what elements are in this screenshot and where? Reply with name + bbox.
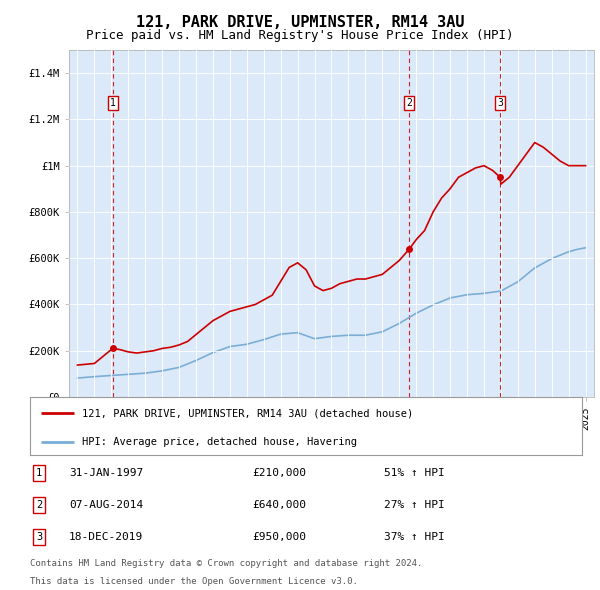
Text: 07-AUG-2014: 07-AUG-2014 bbox=[69, 500, 143, 510]
Text: 1: 1 bbox=[36, 468, 42, 478]
Text: £210,000: £210,000 bbox=[252, 468, 306, 478]
Text: 3: 3 bbox=[36, 532, 42, 542]
Text: 121, PARK DRIVE, UPMINSTER, RM14 3AU (detached house): 121, PARK DRIVE, UPMINSTER, RM14 3AU (de… bbox=[82, 408, 413, 418]
Text: Contains HM Land Registry data © Crown copyright and database right 2024.: Contains HM Land Registry data © Crown c… bbox=[30, 559, 422, 568]
Text: £640,000: £640,000 bbox=[252, 500, 306, 510]
Text: 2: 2 bbox=[36, 500, 42, 510]
Text: HPI: Average price, detached house, Havering: HPI: Average price, detached house, Have… bbox=[82, 437, 358, 447]
Text: 121, PARK DRIVE, UPMINSTER, RM14 3AU: 121, PARK DRIVE, UPMINSTER, RM14 3AU bbox=[136, 15, 464, 30]
Text: 31-JAN-1997: 31-JAN-1997 bbox=[69, 468, 143, 478]
Text: 27% ↑ HPI: 27% ↑ HPI bbox=[384, 500, 445, 510]
Text: 51% ↑ HPI: 51% ↑ HPI bbox=[384, 468, 445, 478]
Text: This data is licensed under the Open Government Licence v3.0.: This data is licensed under the Open Gov… bbox=[30, 577, 358, 586]
Text: Price paid vs. HM Land Registry's House Price Index (HPI): Price paid vs. HM Land Registry's House … bbox=[86, 30, 514, 42]
Text: 3: 3 bbox=[497, 98, 503, 108]
Text: 1: 1 bbox=[110, 98, 116, 108]
Text: 37% ↑ HPI: 37% ↑ HPI bbox=[384, 532, 445, 542]
Text: 18-DEC-2019: 18-DEC-2019 bbox=[69, 532, 143, 542]
Text: £950,000: £950,000 bbox=[252, 532, 306, 542]
Text: 2: 2 bbox=[406, 98, 412, 108]
